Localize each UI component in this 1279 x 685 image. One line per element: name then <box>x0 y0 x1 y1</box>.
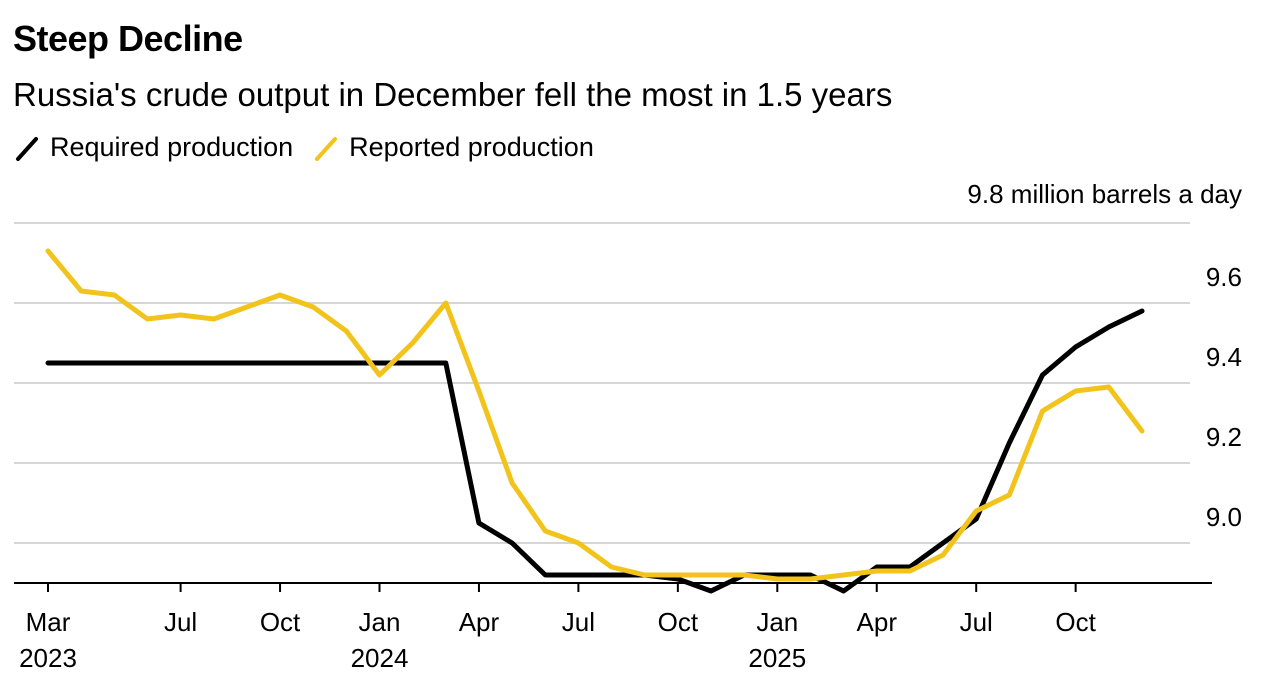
x-tick-label-10: Oct <box>1055 607 1096 637</box>
y-tick-label-3: 9.6 <box>1206 262 1242 292</box>
x-tick-label-5: Jul <box>562 607 595 637</box>
x-tick-label-7: Jan <box>756 607 798 637</box>
x-tick-label-3: Jan <box>359 607 401 637</box>
y-axis-unit-label: 9.8 million barrels a day <box>967 179 1242 209</box>
legend-item-reported: Reported production <box>313 132 594 163</box>
x-tick-label-6: Oct <box>658 607 699 637</box>
x-tick-label-8: Apr <box>857 607 898 637</box>
series-line-0 <box>45 308 1145 594</box>
x-tick-year-0: 2023 <box>19 643 77 673</box>
x-tick-label-2: Oct <box>260 607 301 637</box>
x-tick-year-3: 2024 <box>351 643 409 673</box>
y-tick-label-0: 9.0 <box>1206 502 1242 532</box>
series-line-1 <box>45 248 1145 582</box>
legend-label-reported: Reported production <box>349 132 594 162</box>
x-tick-label-4: Apr <box>459 607 500 637</box>
x-tick-label-0: Mar <box>26 607 71 637</box>
x-tick-label-1: Jul <box>164 607 197 637</box>
chart-title: Steep Decline <box>13 18 243 59</box>
y-tick-label-2: 9.4 <box>1206 342 1242 372</box>
x-tick-year-7: 2025 <box>748 643 806 673</box>
legend-item-required: Required production <box>14 132 293 163</box>
chart-subtitle: Russia's crude output in December fell t… <box>13 76 893 113</box>
legend: Required production Reported production <box>14 132 614 163</box>
legend-swatch-reported <box>315 136 338 161</box>
legend-swatch-required <box>16 136 38 161</box>
legend-label-required: Required production <box>50 132 294 162</box>
x-tick-label-9: Jul <box>960 607 993 637</box>
y-tick-label-1: 9.2 <box>1206 422 1242 452</box>
